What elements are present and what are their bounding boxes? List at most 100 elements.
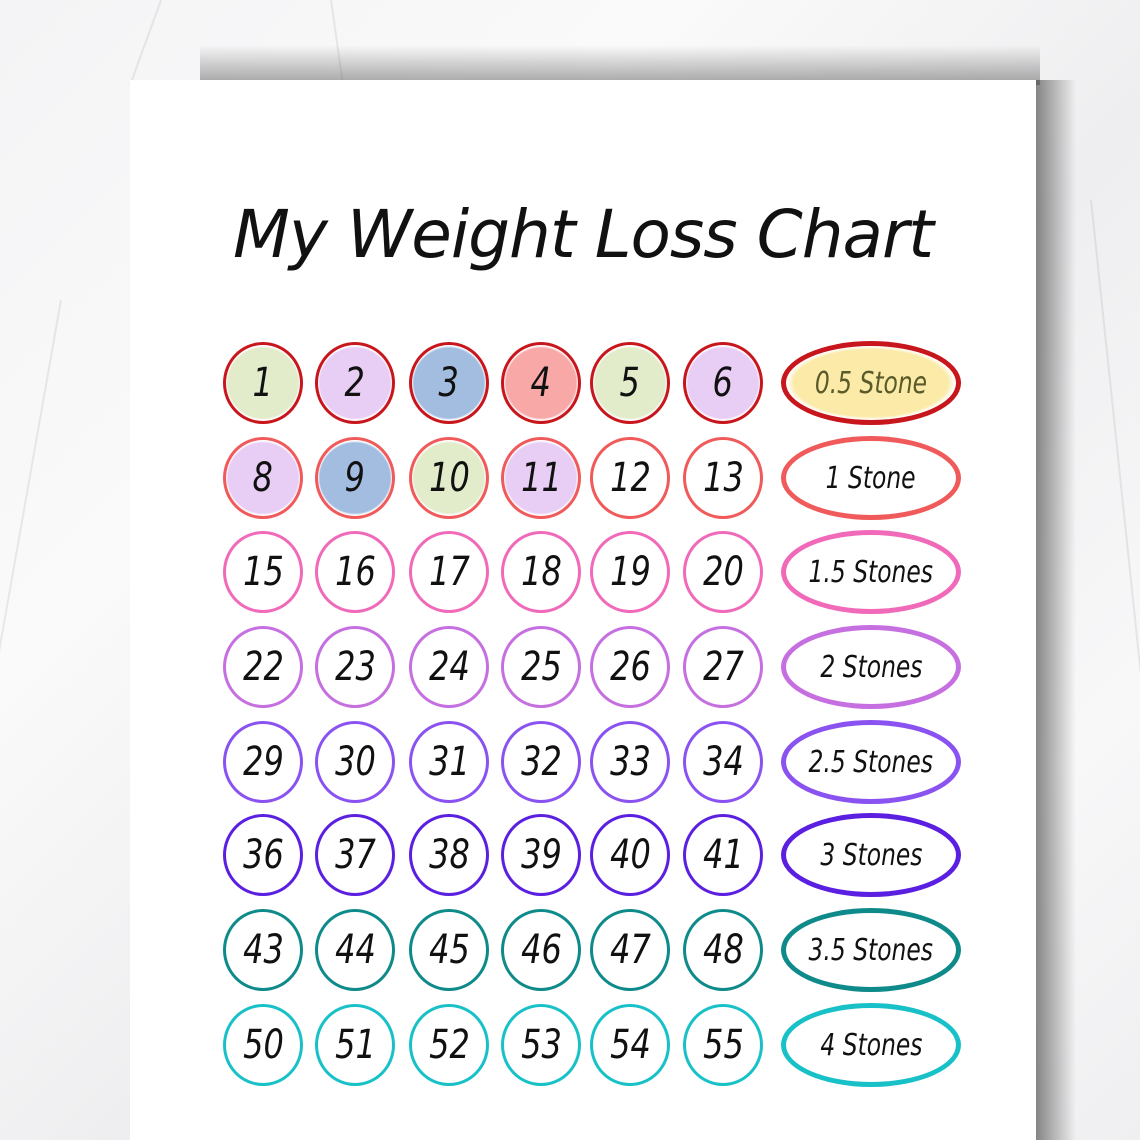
number-circle[interactable]: 18 bbox=[501, 531, 581, 613]
marble-vein bbox=[129, 0, 162, 86]
number-circle[interactable]: 40 bbox=[590, 814, 670, 896]
stone-milestone[interactable]: 3 Stones bbox=[781, 813, 961, 897]
number-circle[interactable]: 19 bbox=[590, 531, 670, 613]
number-label: 26 bbox=[609, 644, 651, 690]
number-circle[interactable]: 15 bbox=[223, 531, 303, 613]
number-label: 51 bbox=[334, 1022, 376, 1068]
number-circle[interactable]: 17 bbox=[409, 531, 489, 613]
number-label: 3 bbox=[438, 360, 460, 406]
number-circle[interactable]: 34 bbox=[683, 721, 763, 803]
number-label: 34 bbox=[702, 739, 744, 785]
number-label: 6 bbox=[712, 360, 734, 406]
number-circle[interactable]: 43 bbox=[223, 909, 303, 991]
stone-label: 2.5 Stones bbox=[808, 744, 934, 780]
number-circle[interactable]: 22 bbox=[223, 626, 303, 708]
number-label: 12 bbox=[609, 455, 651, 501]
number-circle[interactable]: 30 bbox=[315, 721, 395, 803]
number-circle[interactable]: 8 bbox=[223, 437, 303, 519]
number-circle[interactable]: 50 bbox=[223, 1004, 303, 1086]
number-label: 13 bbox=[702, 455, 744, 501]
stone-milestone[interactable]: 3.5 Stones bbox=[781, 908, 961, 992]
number-circle[interactable]: 26 bbox=[590, 626, 670, 708]
paper-shadow bbox=[200, 45, 1040, 85]
number-label: 16 bbox=[334, 549, 376, 595]
number-circle[interactable]: 36 bbox=[223, 814, 303, 896]
number-circle[interactable]: 10 bbox=[409, 437, 489, 519]
number-circle[interactable]: 54 bbox=[590, 1004, 670, 1086]
number-circle[interactable]: 45 bbox=[409, 909, 489, 991]
number-circle[interactable]: 4 bbox=[501, 342, 581, 424]
number-label: 11 bbox=[520, 455, 562, 501]
stone-label: 1 Stone bbox=[826, 460, 916, 496]
stone-milestone[interactable]: 1.5 Stones bbox=[781, 530, 961, 614]
number-label: 50 bbox=[242, 1022, 284, 1068]
number-circle[interactable]: 53 bbox=[501, 1004, 581, 1086]
number-circle[interactable]: 20 bbox=[683, 531, 763, 613]
number-label: 55 bbox=[702, 1022, 744, 1068]
number-circle[interactable]: 5 bbox=[590, 342, 670, 424]
number-circle[interactable]: 13 bbox=[683, 437, 763, 519]
number-label: 17 bbox=[428, 549, 470, 595]
number-label: 46 bbox=[520, 927, 562, 973]
number-circle[interactable]: 12 bbox=[590, 437, 670, 519]
stone-label: 3.5 Stones bbox=[808, 932, 934, 968]
number-circle[interactable]: 52 bbox=[409, 1004, 489, 1086]
number-label: 41 bbox=[702, 832, 744, 878]
number-circle[interactable]: 2 bbox=[315, 342, 395, 424]
stone-milestone[interactable]: 1 Stone bbox=[781, 436, 961, 520]
stone-milestone[interactable]: 0.5 Stone bbox=[781, 341, 961, 425]
number-label: 40 bbox=[609, 832, 651, 878]
stone-milestone[interactable]: 2.5 Stones bbox=[781, 720, 961, 804]
number-label: 44 bbox=[334, 927, 376, 973]
number-circle[interactable]: 3 bbox=[409, 342, 489, 424]
number-circle[interactable]: 11 bbox=[501, 437, 581, 519]
number-circle[interactable]: 38 bbox=[409, 814, 489, 896]
stone-milestone[interactable]: 2 Stones bbox=[781, 625, 961, 709]
number-label: 30 bbox=[334, 739, 376, 785]
number-circle[interactable]: 41 bbox=[683, 814, 763, 896]
number-circle[interactable]: 47 bbox=[590, 909, 670, 991]
number-circle[interactable]: 23 bbox=[315, 626, 395, 708]
marble-vein bbox=[0, 300, 62, 892]
number-label: 54 bbox=[609, 1022, 651, 1068]
number-label: 47 bbox=[609, 927, 651, 973]
number-label: 8 bbox=[252, 455, 274, 501]
number-circle[interactable]: 6 bbox=[683, 342, 763, 424]
number-circle[interactable]: 1 bbox=[223, 342, 303, 424]
number-circle[interactable]: 27 bbox=[683, 626, 763, 708]
stone-label: 0.5 Stone bbox=[814, 365, 928, 401]
number-circle[interactable]: 37 bbox=[315, 814, 395, 896]
number-circle[interactable]: 39 bbox=[501, 814, 581, 896]
stone-label: 3 Stones bbox=[819, 837, 923, 873]
number-label: 48 bbox=[702, 927, 744, 973]
number-circle[interactable]: 31 bbox=[409, 721, 489, 803]
number-label: 10 bbox=[428, 455, 470, 501]
number-circle[interactable]: 48 bbox=[683, 909, 763, 991]
number-circle[interactable]: 32 bbox=[501, 721, 581, 803]
number-label: 23 bbox=[334, 644, 376, 690]
number-label: 32 bbox=[520, 739, 562, 785]
number-label: 36 bbox=[242, 832, 284, 878]
number-circle[interactable]: 9 bbox=[315, 437, 395, 519]
number-circle[interactable]: 29 bbox=[223, 721, 303, 803]
number-circle[interactable]: 24 bbox=[409, 626, 489, 708]
stone-label: 1.5 Stones bbox=[808, 554, 934, 590]
stone-milestone[interactable]: 4 Stones bbox=[781, 1003, 961, 1087]
number-label: 29 bbox=[242, 739, 284, 785]
number-circle[interactable]: 44 bbox=[315, 909, 395, 991]
number-circle[interactable]: 25 bbox=[501, 626, 581, 708]
number-circle[interactable]: 33 bbox=[590, 721, 670, 803]
marble-vein bbox=[1090, 199, 1140, 897]
number-label: 19 bbox=[609, 549, 651, 595]
number-label: 38 bbox=[428, 832, 470, 878]
number-circle[interactable]: 51 bbox=[315, 1004, 395, 1086]
number-circle[interactable]: 46 bbox=[501, 909, 581, 991]
number-label: 18 bbox=[520, 549, 562, 595]
number-circle[interactable]: 55 bbox=[683, 1004, 763, 1086]
stone-label: 4 Stones bbox=[819, 1027, 923, 1063]
number-label: 1 bbox=[252, 360, 274, 406]
number-circle[interactable]: 16 bbox=[315, 531, 395, 613]
number-label: 52 bbox=[428, 1022, 470, 1068]
stone-label: 2 Stones bbox=[819, 649, 923, 685]
number-label: 39 bbox=[520, 832, 562, 878]
